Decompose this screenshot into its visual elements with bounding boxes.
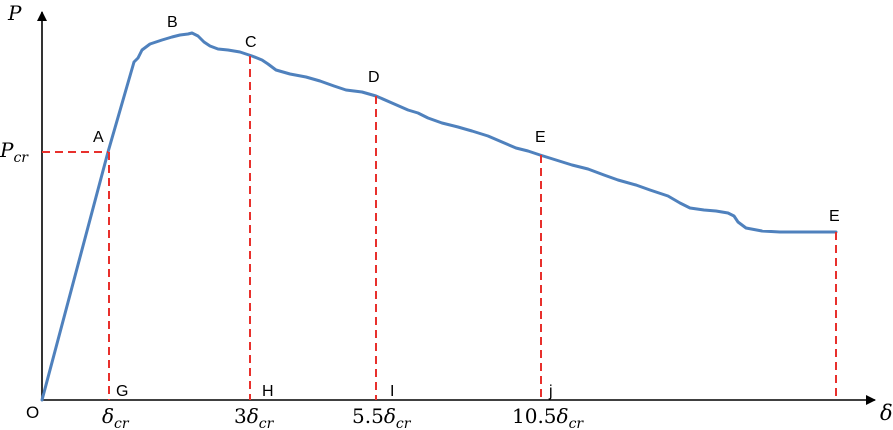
- tick-label-3dcr: 3δcr: [234, 404, 275, 430]
- tick-label-dcr: δcr: [102, 404, 130, 430]
- point-label-E1: E: [535, 129, 546, 146]
- x-axis-label: δ: [880, 401, 893, 425]
- point-label-B: B: [167, 14, 178, 31]
- foot-label-I: I: [390, 383, 394, 400]
- origin-label: O: [26, 403, 39, 422]
- tick-label-5-5dcr: 5.5δcr: [352, 404, 412, 430]
- point-label-D: D: [368, 69, 380, 86]
- load-displacement-curve: [40, 31, 838, 402]
- point-label-E2: E: [829, 208, 840, 225]
- foot-label-H: H: [262, 383, 274, 400]
- foot-label-G: G: [116, 383, 128, 400]
- y-axis-label: P: [7, 1, 22, 25]
- pcr-label: Pcr: [0, 138, 29, 166]
- foot-label-J: j: [548, 383, 553, 400]
- point-label-C: C: [245, 34, 257, 51]
- point-label-A: A: [93, 129, 104, 146]
- tick-label-10-5dcr: 10.5δcr: [512, 404, 584, 430]
